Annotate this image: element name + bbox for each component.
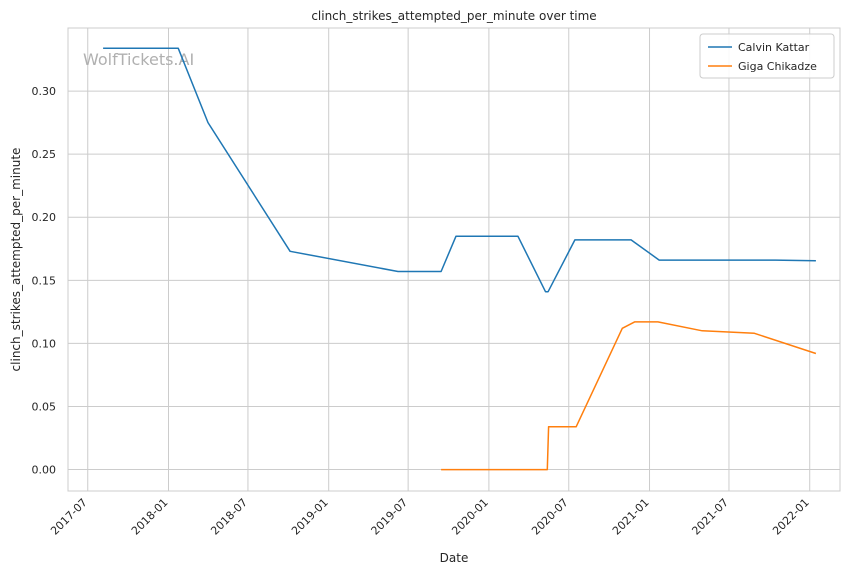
grid-lines (68, 28, 840, 491)
series-line-1 (103, 47, 816, 293)
watermark-text: WolfTickets.AI (83, 50, 194, 69)
y-tick-label: 0.00 (32, 464, 57, 477)
legend-label: Calvin Kattar (738, 41, 810, 54)
chart-title: clinch_strikes_attempted_per_minute over… (311, 9, 596, 23)
legend: Calvin Kattar Giga Chikadze (699, 33, 835, 79)
y-tick-label: 0.30 (32, 85, 57, 98)
y-axis-ticks: 0.00 0.05 0.10 0.15 0.20 0.25 0.30 (32, 85, 57, 476)
plot-area (67, 27, 841, 492)
x-axis-label: Date (440, 551, 469, 565)
series-line-2 (441, 321, 817, 471)
y-tick-label: 0.05 (32, 400, 57, 413)
y-axis-label: clinch_strikes_attempted_per_minute (9, 148, 23, 372)
y-tick-label: 0.10 (32, 337, 57, 350)
legend-label: Giga Chikadze (738, 60, 817, 73)
y-tick-label: 0.15 (32, 274, 57, 287)
series-layer (103, 47, 817, 471)
legend-box (699, 33, 835, 79)
y-tick-label: 0.20 (32, 211, 57, 224)
y-tick-label: 0.25 (32, 148, 57, 161)
